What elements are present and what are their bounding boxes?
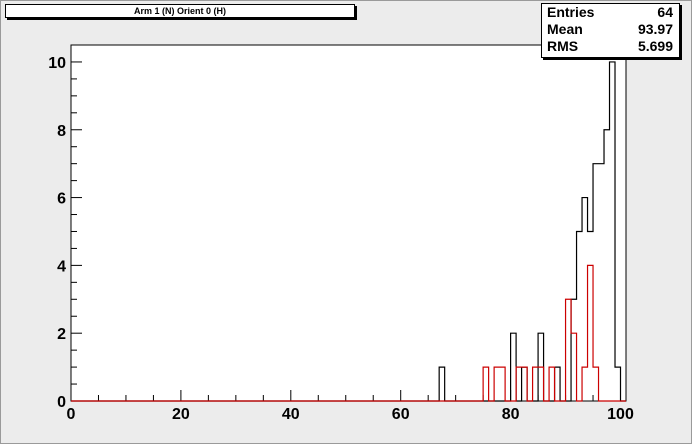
stats-row-rms: RMS 5.699 <box>542 38 679 55</box>
stats-box: Entries 64 Mean 93.97 RMS 5.699 <box>541 3 680 58</box>
stats-row-entries: Entries 64 <box>542 4 679 21</box>
x-tick-label: 60 <box>392 406 410 423</box>
histogram-series-2 <box>71 264 626 402</box>
histogram-series-1 <box>71 61 626 402</box>
y-tick-label: 10 <box>48 55 66 72</box>
y-tick-label: 6 <box>57 191 66 208</box>
rms-value: 5.699 <box>637 38 673 54</box>
mean-value: 93.97 <box>637 21 673 37</box>
x-tick-label: 20 <box>172 406 190 423</box>
x-tick-label: 40 <box>282 406 300 423</box>
x-tick-label: 80 <box>502 406 520 423</box>
mean-label: Mean <box>547 21 583 37</box>
y-tick-label: 8 <box>57 123 66 140</box>
histogram-title: Arm 1 (N) Orient 0 (H) <box>5 4 355 18</box>
entries-label: Entries <box>547 4 595 20</box>
x-tick-label: 0 <box>67 406 76 423</box>
y-tick-label: 2 <box>57 326 66 343</box>
x-tick-label: 100 <box>607 406 634 423</box>
series-layer <box>71 61 626 402</box>
y-tick-label: 4 <box>57 258 66 275</box>
y-tick-label: 0 <box>57 394 66 411</box>
plot-area <box>70 44 627 402</box>
entries-value: 64 <box>657 4 673 20</box>
stats-row-mean: Mean 93.97 <box>542 21 679 38</box>
axis-tick-labels: 0 20 40 60 80 100 0 2 4 6 8 10 <box>48 55 634 423</box>
rms-label: RMS <box>547 38 579 54</box>
